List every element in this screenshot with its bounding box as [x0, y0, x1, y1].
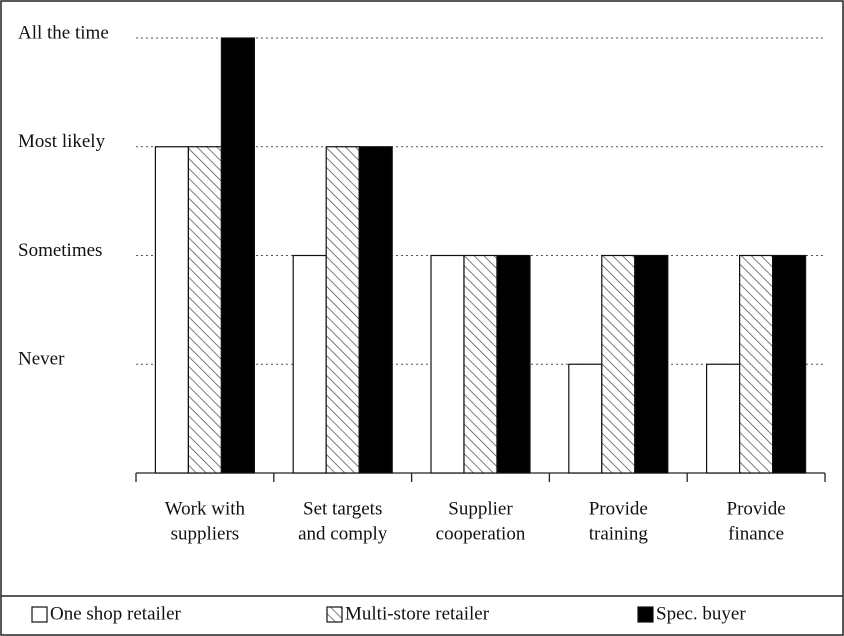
y-tick-label: All the time	[18, 22, 109, 43]
bar	[358, 146, 393, 474]
y-tick-label: Most likely	[18, 131, 106, 152]
bar	[771, 254, 807, 474]
bar	[325, 146, 360, 474]
x-tick-label: and comply	[298, 523, 388, 544]
legend-swatch	[326, 606, 343, 623]
x-tick-label: suppliers	[171, 523, 240, 544]
bar	[220, 37, 255, 474]
bar	[738, 254, 774, 474]
bar	[430, 254, 465, 474]
legend-swatch	[637, 606, 654, 623]
bar	[187, 146, 222, 474]
x-tick-label: Work with	[165, 498, 246, 519]
bar	[496, 254, 531, 474]
x-tick-label: finance	[728, 523, 784, 544]
legend-swatch	[31, 606, 48, 623]
bar	[601, 254, 636, 474]
bar	[154, 146, 189, 474]
x-tick-label: Provide	[727, 498, 786, 519]
y-tick-label: Never	[18, 349, 65, 370]
bar	[292, 254, 327, 474]
legend-label: Spec. buyer	[656, 603, 746, 624]
bar	[705, 363, 741, 474]
x-tick-label: cooperation	[436, 523, 526, 544]
bar	[463, 254, 498, 474]
legend-label: Multi-store retailer	[345, 603, 490, 624]
bar	[568, 363, 603, 474]
x-tick-label: training	[589, 523, 649, 544]
bar	[634, 254, 669, 474]
x-tick-label: Supplier	[448, 498, 513, 519]
x-tick-label: Set targets	[303, 498, 382, 519]
legend-label: One shop retailer	[50, 603, 182, 624]
y-tick-label: Sometimes	[18, 240, 102, 261]
x-tick-label: Provide	[589, 498, 648, 519]
